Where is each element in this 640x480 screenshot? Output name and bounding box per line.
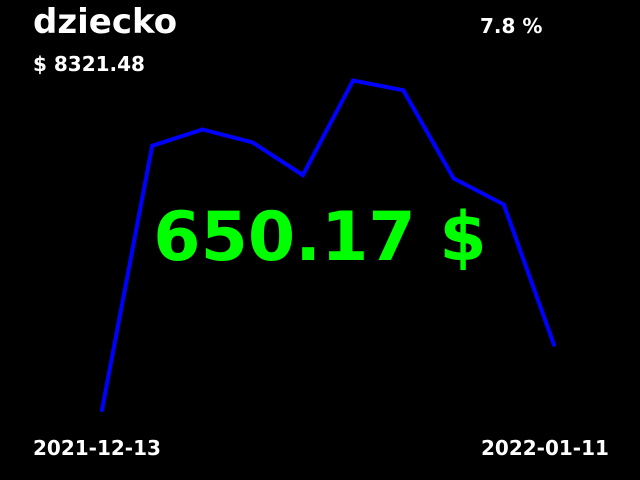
start-date-label: 2021-12-13 [33,436,161,460]
data-point-6 [401,88,406,93]
data-point-5 [351,78,356,83]
change-percent: 7.8 % [480,14,543,38]
chart-title: dziecko [33,2,178,42]
data-point-3 [250,140,255,145]
data-point-0 [100,408,104,412]
current-value: 650.17 $ [153,198,487,277]
data-point-9 [552,342,556,347]
data-point-7 [451,176,456,181]
series-line [100,78,556,411]
data-point-4 [300,173,305,178]
data-point-8 [501,202,506,207]
data-points [100,78,556,412]
data-point-1 [150,143,155,148]
end-date-label: 2022-01-11 [481,436,609,460]
data-point-2 [200,127,205,132]
total-amount: $ 8321.48 [33,52,145,76]
